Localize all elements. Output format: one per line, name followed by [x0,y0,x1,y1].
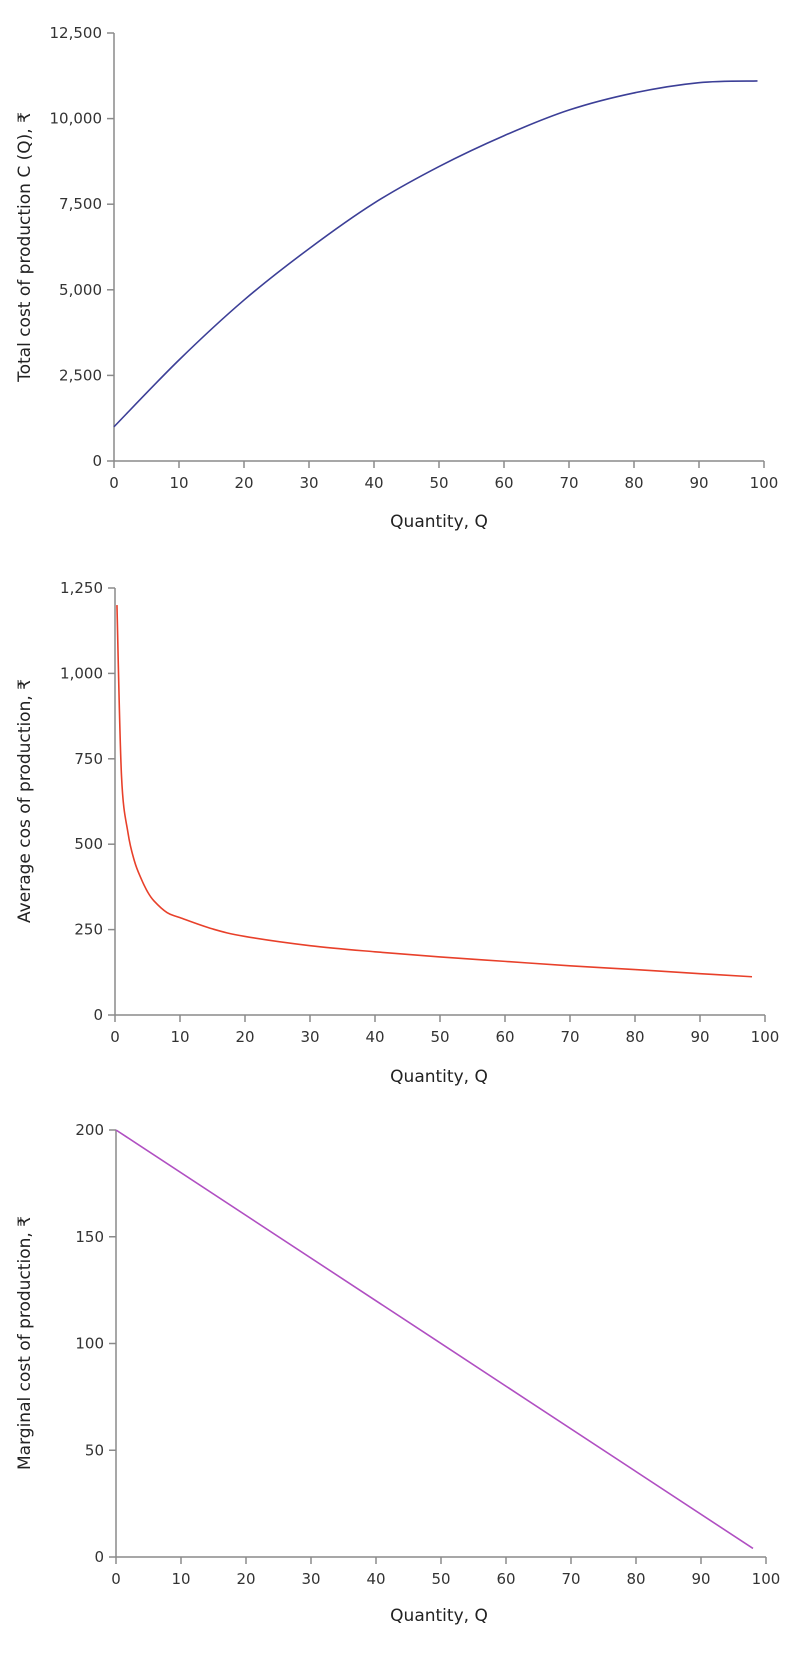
y-tick-label: 0 [93,1006,103,1024]
y-tick-label: 0 [92,452,102,470]
y-tick-label: 1,250 [60,579,103,597]
y-tick-label: 100 [75,1335,104,1353]
series-line [113,80,758,428]
series-line [116,605,753,978]
y-axis-title: Total cost of production C (Q), ₹ [15,112,35,383]
x-tick-label: 60 [496,1570,515,1588]
x-tick-label: 80 [625,1028,644,1046]
y-tick-label: 150 [75,1228,104,1246]
y-tick-label: 1,000 [60,664,103,682]
x-tick-label: 20 [235,1028,254,1046]
total-cost-chart: Quantity, Q Total cost of production C (… [15,24,778,532]
y-tick-label: 2,500 [59,366,102,384]
x-tick-label: 40 [366,1570,385,1588]
x-tick-label: 30 [299,474,318,492]
y-tick-label: 0 [94,1548,104,1566]
y-tick-label: 50 [85,1441,104,1459]
x-tick-label: 10 [171,1570,190,1588]
x-tick-label: 40 [364,474,383,492]
y-tick-label: 200 [75,1121,104,1139]
x-tick-label: 80 [626,1570,645,1588]
x-tick-label: 20 [236,1570,255,1588]
y-tick-label: 500 [74,835,103,853]
x-axis-title: Quantity, Q [390,1067,488,1087]
x-tick-label: 0 [111,1570,121,1588]
average-cost-chart: Quantity, Q Average cos of production, ₹… [15,579,779,1087]
x-tick-label: 80 [624,474,643,492]
x-tick-label: 90 [689,474,708,492]
x-tick-label: 90 [690,1028,709,1046]
x-axis-title: Quantity, Q [390,512,488,532]
x-tick-label: 70 [559,474,578,492]
x-tick-label: 30 [300,1028,319,1046]
x-tick-label: 40 [365,1028,384,1046]
x-tick-label: 50 [429,474,448,492]
y-axis-title: Marginal cost of production, ₹ [15,1216,35,1470]
x-axis-title: Quantity, Q [390,1606,488,1626]
x-tick-label: 10 [170,1028,189,1046]
y-tick-label: 250 [74,921,103,939]
y-tick-label: 10,000 [50,110,103,128]
x-tick-label: 60 [495,1028,514,1046]
x-tick-label: 100 [751,1028,780,1046]
x-tick-label: 100 [750,474,779,492]
x-tick-label: 10 [169,474,188,492]
y-tick-label: 5,000 [59,281,102,299]
x-tick-label: 60 [494,474,513,492]
x-tick-label: 20 [234,474,253,492]
x-tick-label: 70 [560,1028,579,1046]
x-tick-label: 90 [691,1570,710,1588]
series-line [115,1129,754,1550]
x-tick-label: 0 [110,1028,120,1046]
x-tick-label: 0 [109,474,119,492]
y-tick-label: 750 [74,750,103,768]
marginal-cost-chart: Quantity, Q Marginal cost of production,… [15,1121,780,1626]
y-tick-label: 12,500 [50,24,103,42]
x-tick-label: 50 [430,1028,449,1046]
x-tick-label: 70 [561,1570,580,1588]
y-tick-label: 7,500 [59,195,102,213]
x-tick-label: 50 [431,1570,450,1588]
y-axis-title: Average cos of production, ₹ [15,679,35,923]
x-tick-label: 30 [301,1570,320,1588]
x-tick-label: 100 [752,1570,781,1588]
